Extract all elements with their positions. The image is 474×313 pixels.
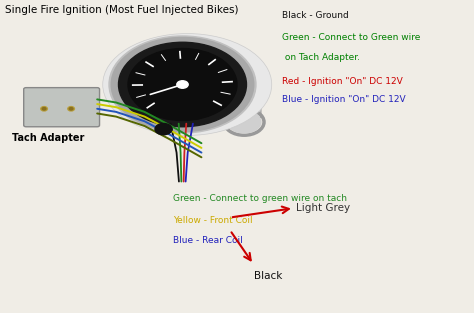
Ellipse shape — [103, 33, 272, 136]
Text: Green - Connect to green wire on tach: Green - Connect to green wire on tach — [173, 194, 347, 203]
Circle shape — [155, 124, 172, 135]
Circle shape — [227, 110, 262, 134]
FancyBboxPatch shape — [24, 88, 100, 127]
FancyBboxPatch shape — [227, 82, 261, 118]
Text: Black: Black — [254, 271, 282, 281]
Text: Black - Ground: Black - Ground — [282, 11, 349, 20]
Circle shape — [109, 36, 256, 133]
Text: Yellow - Front Coil: Yellow - Front Coil — [173, 216, 253, 225]
Circle shape — [68, 106, 74, 111]
Text: Blue - Rear Coil: Blue - Rear Coil — [173, 236, 243, 245]
Text: on Tach Adapter.: on Tach Adapter. — [282, 53, 360, 62]
Text: Single Fire Ignition (Most Fuel Injected Bikes): Single Fire Ignition (Most Fuel Injected… — [5, 5, 238, 15]
Circle shape — [128, 49, 237, 121]
Text: Green - Connect to Green wire: Green - Connect to Green wire — [282, 33, 420, 42]
Circle shape — [69, 107, 73, 110]
Text: Tach Adapter: Tach Adapter — [12, 133, 84, 143]
Text: Blue - Ignition "On" DC 12V: Blue - Ignition "On" DC 12V — [282, 95, 406, 105]
Text: Light Grey: Light Grey — [296, 203, 350, 213]
Text: Red - Ignition "On" DC 12V: Red - Ignition "On" DC 12V — [282, 77, 403, 86]
Circle shape — [111, 38, 254, 131]
Circle shape — [42, 107, 46, 110]
Circle shape — [41, 106, 47, 111]
Circle shape — [177, 81, 188, 88]
Circle shape — [118, 42, 246, 127]
